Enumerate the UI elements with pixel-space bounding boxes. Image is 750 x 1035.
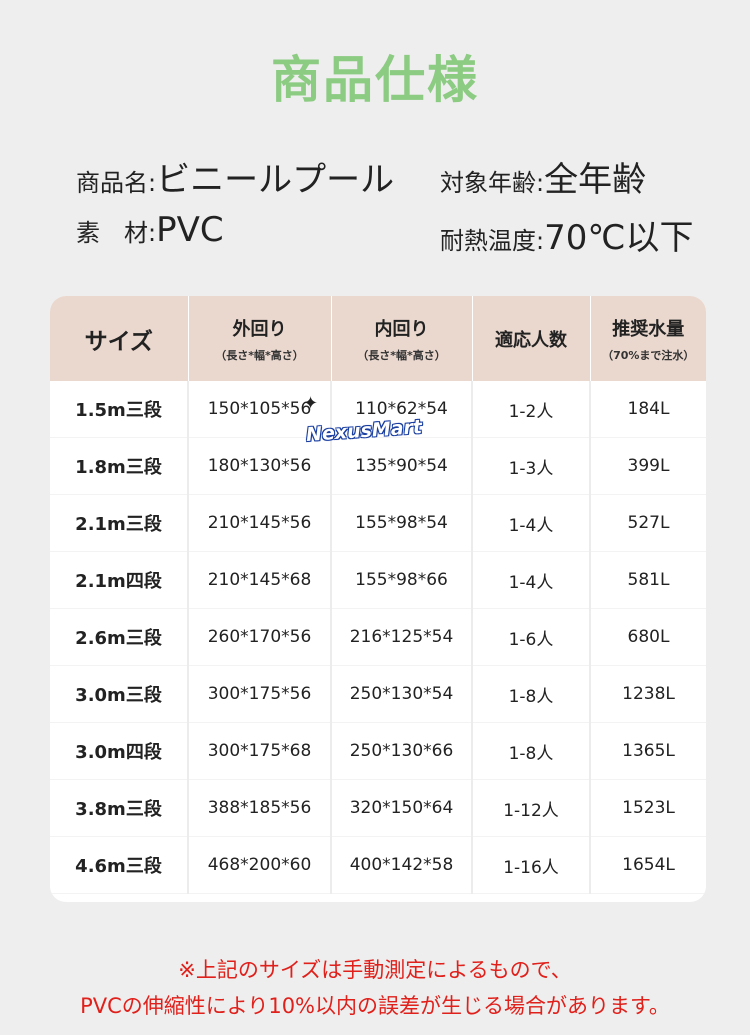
table-row: 2.1m四段 210*145*68 155*98*66 1-4人 581L bbox=[50, 551, 706, 609]
size-spec-table: サイズ 外回り （長さ*幅*高さ） 内回り （長さ*幅*高さ） 適応人数 推奨水量（… bbox=[50, 296, 706, 902]
cell-outer: 210*145*56 bbox=[188, 494, 332, 552]
cell-water: 680L bbox=[590, 608, 706, 666]
spec-value: 70℃以下 bbox=[544, 218, 694, 258]
cell-outer: 388*185*56 bbox=[188, 779, 332, 837]
cell-inner: 250*130*54 bbox=[331, 665, 473, 723]
cell-outer: 300*175*56 bbox=[188, 665, 332, 723]
page-title: 商品仕様 bbox=[271, 51, 479, 109]
table-row: 3.0m四段 300*175*68 250*130*66 1-8人 1365L bbox=[50, 722, 706, 780]
header-water: 推奨水量 （70%まで注水） bbox=[590, 296, 706, 381]
cell-inner: 250*130*66 bbox=[331, 722, 473, 780]
cell-size: 1.5m三段 bbox=[50, 381, 189, 438]
cell-size: 2.1m三段 bbox=[50, 494, 189, 552]
spec-material: 素 材:PVC bbox=[76, 210, 224, 250]
sparkle-icon: ✦ bbox=[303, 393, 319, 414]
cell-capacity: 1-4人 bbox=[472, 551, 591, 609]
table-row: 3.0m三段 300*175*56 250*130*54 1-8人 1238L bbox=[50, 665, 706, 723]
cell-inner: 155*98*54 bbox=[331, 494, 473, 552]
spec-target-age: 対象年齢:全年齢 bbox=[440, 152, 646, 201]
table-row: 2.1m三段 210*145*56 155*98*54 1-4人 527L bbox=[50, 494, 706, 552]
cell-size: 1.8m三段 bbox=[50, 437, 189, 495]
cell-size: 2.1m四段 bbox=[50, 551, 189, 609]
cell-outer: 150*105*56 bbox=[188, 381, 332, 438]
cell-capacity: 1-4人 bbox=[472, 494, 591, 552]
header-capacity: 適応人数 bbox=[472, 296, 591, 381]
cell-capacity: 1-3人 bbox=[472, 437, 591, 495]
header-outer: 外回り （長さ*幅*高さ） bbox=[188, 296, 332, 381]
table-header-row: サイズ 外回り （長さ*幅*高さ） 内回り （長さ*幅*高さ） 適応人数 推奨水量（… bbox=[50, 296, 706, 381]
spec-heat-resistance: 耐熱温度:70℃以下 bbox=[440, 210, 694, 259]
cell-water: 1365L bbox=[590, 722, 706, 780]
cell-outer: 300*175*68 bbox=[188, 722, 332, 780]
cell-water: 527L bbox=[590, 494, 706, 552]
cell-size: 3.0m四段 bbox=[50, 722, 189, 780]
table-row: 1.8m三段 180*130*56 135*90*54 1-3人 399L bbox=[50, 437, 706, 495]
spec-label: 商品名: bbox=[76, 169, 157, 197]
header-inner: 内回り （長さ*幅*高さ） bbox=[331, 296, 473, 381]
cell-water: 581L bbox=[590, 551, 706, 609]
cell-water: 1654L bbox=[590, 836, 706, 894]
cell-size: 2.6m三段 bbox=[50, 608, 189, 666]
cell-outer: 180*130*56 bbox=[188, 437, 332, 495]
cell-water: 184L bbox=[590, 381, 706, 438]
cell-size: 4.6m三段 bbox=[50, 836, 189, 894]
cell-outer: 260*170*56 bbox=[188, 608, 332, 666]
spec-value: 全年齢 bbox=[544, 160, 647, 200]
cell-size: 3.8m三段 bbox=[50, 779, 189, 837]
table-row: 3.8m三段 388*185*56 320*150*64 1-12人 1523L bbox=[50, 779, 706, 837]
cell-water: 1523L bbox=[590, 779, 706, 837]
table-row: 2.6m三段 260*170*56 216*125*54 1-6人 680L bbox=[50, 608, 706, 666]
table-row: 4.6m三段 468*200*60 400*142*58 1-16人 1654L bbox=[50, 836, 706, 894]
note-line-2: PVCの伸縮性により10%以内の誤差が生じる場合があります。 bbox=[80, 994, 670, 1018]
cell-inner: 216*125*54 bbox=[331, 608, 473, 666]
spec-label: 耐熱温度: bbox=[440, 227, 545, 255]
cell-capacity: 1-6人 bbox=[472, 608, 591, 666]
spec-value: ビニールプール bbox=[156, 160, 395, 200]
note-line-1: ※上記のサイズは手動測定によるもので、 bbox=[178, 958, 572, 982]
cell-capacity: 1-16人 bbox=[472, 836, 591, 894]
cell-capacity: 1-2人 bbox=[472, 381, 591, 438]
cell-outer: 468*200*60 bbox=[188, 836, 332, 894]
cell-water: 1238L bbox=[590, 665, 706, 723]
cell-capacity: 1-8人 bbox=[472, 665, 591, 723]
cell-water: 399L bbox=[590, 437, 706, 495]
spec-label: 対象年齢: bbox=[440, 169, 545, 197]
cell-inner: 400*142*58 bbox=[331, 836, 473, 894]
spec-value: PVC bbox=[156, 210, 224, 250]
spec-label: 素 材: bbox=[76, 219, 157, 247]
header-size: サイズ bbox=[50, 296, 189, 381]
cell-inner: 110*62*54 bbox=[331, 381, 473, 438]
cell-inner: 320*150*64 bbox=[331, 779, 473, 837]
cell-outer: 210*145*68 bbox=[188, 551, 332, 609]
cell-capacity: 1-12人 bbox=[472, 779, 591, 837]
cell-capacity: 1-8人 bbox=[472, 722, 591, 780]
cell-inner: 135*90*54 bbox=[331, 437, 473, 495]
spec-product-name: 商品名:ビニールプール bbox=[76, 152, 394, 201]
cell-inner: 155*98*66 bbox=[331, 551, 473, 609]
cell-size: 3.0m三段 bbox=[50, 665, 189, 723]
table-row: 1.5m三段 150*105*56 110*62*54 1-2人 184L bbox=[50, 381, 706, 438]
